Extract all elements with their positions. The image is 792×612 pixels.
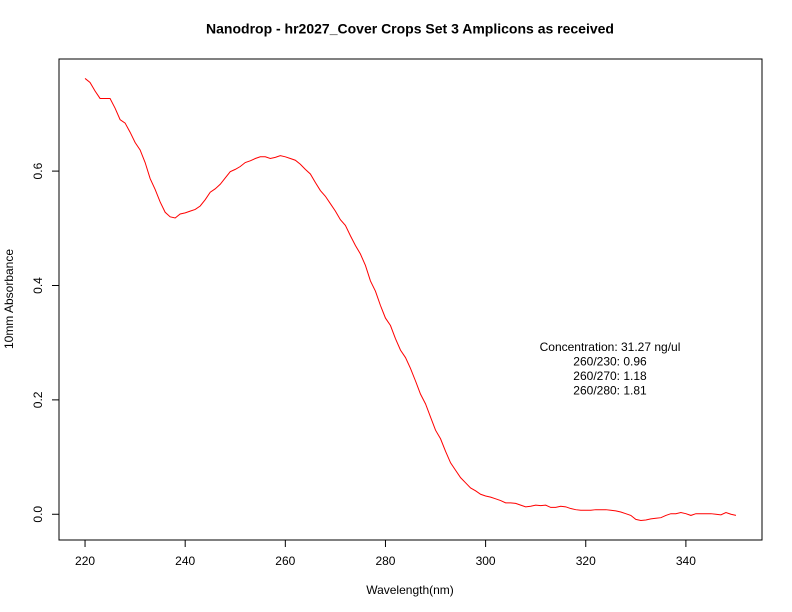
x-axis-label: Wavelength(nm) <box>366 583 454 597</box>
x-tick-label: 320 <box>576 554 596 568</box>
x-tick-label: 240 <box>175 554 195 568</box>
annotation: 260/270: 1.18 <box>573 369 647 383</box>
annotation: 260/280: 1.81 <box>573 384 647 398</box>
y-tick-label: 0.0 <box>31 506 45 523</box>
x-tick-label: 340 <box>676 554 696 568</box>
x-tick-label: 220 <box>75 554 95 568</box>
y-tick-label: 0.4 <box>31 277 45 294</box>
y-axis-label: 10mm Absorbance <box>2 249 16 349</box>
y-tick-label: 0.6 <box>31 162 45 179</box>
x-tick-label: 300 <box>476 554 496 568</box>
chart-title: Nanodrop - hr2027_Cover Crops Set 3 Ampl… <box>206 21 614 37</box>
annotation: Concentration: 31.27 ng/ul <box>540 340 681 354</box>
y-tick-label: 0.2 <box>31 391 45 408</box>
data-line <box>84 78 737 522</box>
x-tick-label: 260 <box>275 554 295 568</box>
annotation: 260/230: 0.96 <box>573 355 647 369</box>
x-tick-label: 280 <box>375 554 395 568</box>
